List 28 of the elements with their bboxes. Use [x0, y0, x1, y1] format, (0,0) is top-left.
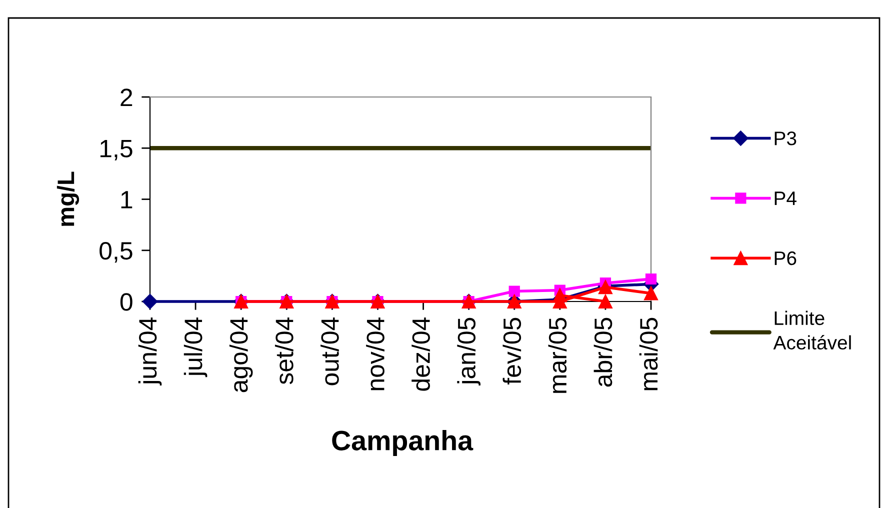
- x-tick-label: jan/05: [457, 318, 480, 386]
- x-axis-title: Campanha: [332, 430, 474, 456]
- point: [552, 288, 567, 302]
- x-tick-label: fev/05: [502, 318, 522, 385]
- y-tick-label: 0,5: [100, 242, 132, 263]
- x-tick-label: mar/05: [548, 318, 567, 393]
- x-tick-label: jul/04: [184, 318, 208, 378]
- y-tick-label: 1,5: [100, 140, 132, 160]
- legend-label: P4: [774, 192, 796, 206]
- x-tick-label: abr/05: [594, 318, 612, 387]
- legend-label: P6: [774, 251, 796, 266]
- point: [644, 286, 658, 300]
- point: [508, 286, 520, 297]
- y-tick-label: 1: [121, 191, 132, 208]
- x-tick-label: jun/04: [138, 318, 162, 386]
- point: [598, 294, 612, 308]
- legend-label: P3: [774, 132, 796, 146]
- point: [645, 273, 657, 285]
- x-tick-label: nov/04: [366, 318, 384, 390]
- x-tick-label: dez/04: [412, 318, 430, 391]
- y-tick-label: 0: [120, 293, 132, 311]
- x-tick-label: ago/04: [229, 318, 253, 392]
- x-tick-label: mai/05: [639, 318, 658, 390]
- legend-label: Limite Aceitável: [773, 310, 851, 350]
- y-axis-title: mg/L: [56, 172, 80, 226]
- y-tick-label: 2: [120, 88, 132, 106]
- x-tick-label: out/04: [320, 318, 339, 386]
- x-tick-label: set/04: [274, 318, 294, 384]
